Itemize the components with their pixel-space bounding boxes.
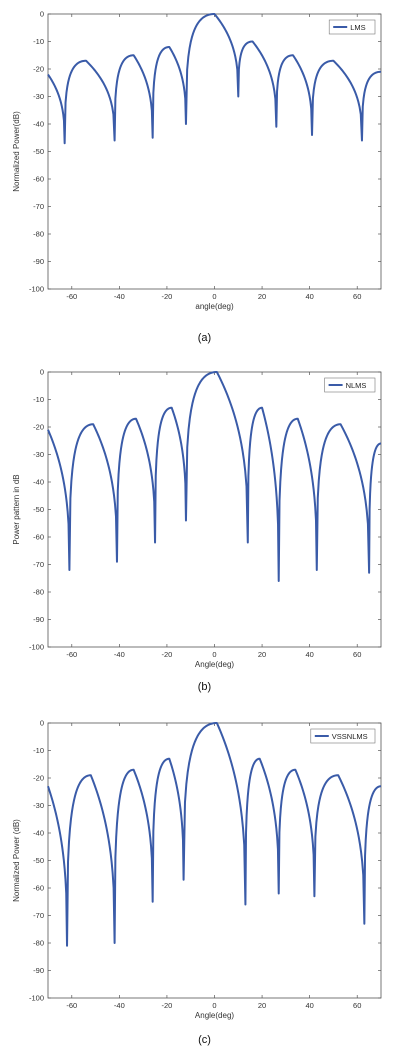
x-tick-label: 40 [305,1001,313,1010]
legend-entry: VSSNLMS [332,732,368,741]
y-tick-label: -50 [33,147,44,156]
x-tick-label: 0 [212,1001,216,1010]
x-tick-label: 60 [353,292,361,301]
x-tick-label: 40 [305,650,313,659]
y-tick-label: -80 [33,588,44,597]
legend-entry: NLMS [346,381,367,390]
x-tick-label: -40 [114,650,125,659]
y-tick-label: -60 [33,884,44,893]
y-tick-label: -90 [33,615,44,624]
y-tick-label: -30 [33,92,44,101]
y-tick-label: -10 [33,395,44,404]
x-axis-label: Angle(deg) [195,660,234,669]
y-tick-label: -100 [29,994,44,1003]
y-tick-label: -20 [33,774,44,783]
x-tick-label: 0 [212,292,216,301]
series-line-lms [47,13,382,145]
y-tick-label: -70 [33,911,44,920]
panel-caption: (c) [198,1034,211,1046]
y-tick-label: -40 [33,478,44,487]
y-tick-label: -20 [33,423,44,432]
y-tick-label: -70 [33,560,44,569]
x-axis-label: Angle(deg) [195,1011,234,1020]
y-tick-label: -90 [33,966,44,975]
x-axis-label: angle(deg) [195,302,234,311]
x-tick-label: -60 [66,1001,77,1010]
legend-box [324,377,376,393]
legend-box [328,19,376,35]
x-tick-label: 40 [305,292,313,301]
x-tick-label: 20 [258,1001,266,1010]
y-tick-label: -50 [33,856,44,865]
y-tick-label: -20 [33,65,44,74]
x-tick-label: 0 [212,650,216,659]
x-tick-label: -20 [162,292,173,301]
y-tick-label: -100 [29,643,44,652]
chart-panel-3: 0 -10 -20 -30 -40 -50 -60 -70 -80 -90 -100 -60 -40 -2… [12,719,382,1046]
panel-caption: (a) [198,332,211,344]
y-tick-label: -70 [33,202,44,211]
y-axis-label: Normalized Power (dB) [12,819,21,902]
x-tick-label: -60 [66,650,77,659]
y-tick-label: -100 [29,285,44,294]
plot-area [47,371,382,648]
chart-panel-2: 0 -10 -20 -30 -40 -50 -60 -70 -80 -90 -100 -60 -40 -2… [12,368,382,693]
y-tick-label: -40 [33,120,44,129]
y-tick-label: -30 [33,450,44,459]
x-tick-label: -20 [162,1001,173,1010]
y-tick-label: -90 [33,257,44,266]
x-tick-label: -20 [162,650,173,659]
x-tick-label: 60 [353,1001,361,1010]
y-tick-label: 0 [40,719,44,728]
y-tick-label: -10 [33,37,44,46]
y-tick-label: -60 [33,175,44,184]
legend-box [310,728,376,744]
plot-area [47,722,382,999]
x-tick-label: -40 [114,292,125,301]
y-tick-label: -10 [33,746,44,755]
y-axis-label: Normalized Power(dB) [12,111,21,192]
y-tick-label: -50 [33,505,44,514]
y-tick-label: -60 [33,533,44,542]
x-tick-label: 20 [258,292,266,301]
y-tick-label: -80 [33,939,44,948]
x-tick-label: 60 [353,650,361,659]
y-tick-label: 0 [40,10,44,19]
series-line-vssnlms [47,722,382,947]
x-tick-label: 20 [258,650,266,659]
panel-caption: (b) [198,681,211,693]
y-tick-label: -40 [33,829,44,838]
series-line-nlms [47,371,382,582]
x-tick-label: -40 [114,1001,125,1010]
x-tick-label: -60 [66,292,77,301]
y-axis-label: Power pattern in dB [12,474,21,544]
plot-area [47,13,382,290]
y-tick-label: -80 [33,230,44,239]
y-tick-label: 0 [40,368,44,377]
y-tick-label: -30 [33,801,44,810]
legend-entry: LMS [350,23,365,32]
chart-panel-1: 0 -10 -20 -30 -40 -50 -60 -70 -80 -90 -100 -60 -40 -2… [12,10,382,344]
